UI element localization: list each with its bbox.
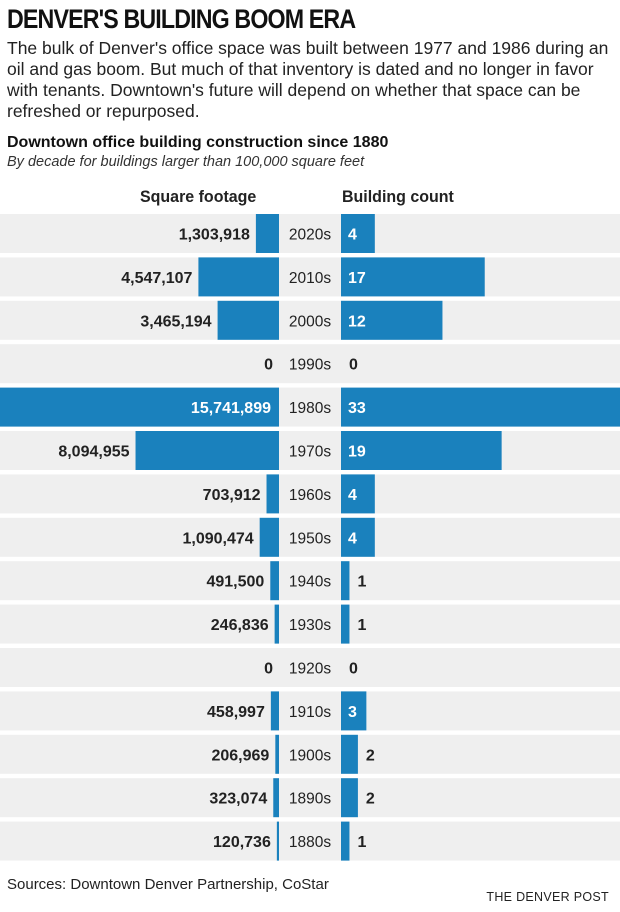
- decade-label: 1920s: [289, 661, 331, 678]
- sqft-bar: [135, 431, 279, 470]
- count-label: 3: [348, 704, 357, 721]
- decade-label: 2020s: [289, 227, 331, 244]
- decade-label: 1880s: [289, 834, 331, 851]
- decade-label: 1930s: [289, 617, 331, 634]
- square-footage-header: Square footage: [140, 187, 257, 206]
- row-band: [0, 431, 620, 470]
- count-label: 2: [366, 747, 375, 764]
- sqft-bar: [266, 474, 279, 514]
- count-bar: [341, 604, 350, 644]
- count-label: 19: [348, 444, 366, 461]
- decade-label: 1970s: [289, 444, 331, 461]
- row-band: [0, 257, 620, 297]
- count-bar: [341, 778, 358, 818]
- count-label: 1: [357, 574, 366, 591]
- publisher-credit: THE DENVER POST: [486, 890, 609, 904]
- sqft-label: 15,741,899: [191, 400, 271, 417]
- row-band: [0, 214, 620, 253]
- sqft-bar: [273, 778, 279, 818]
- sqft-label: 0: [264, 661, 273, 678]
- sqft-label: 491,500: [206, 574, 264, 591]
- sqft-label: 3,465,194: [140, 313, 211, 330]
- sqft-bar: [217, 300, 279, 340]
- decade-label: 1940s: [289, 574, 331, 591]
- sqft-bar: [0, 387, 279, 427]
- sqft-bar: [275, 734, 279, 774]
- count-bar: [341, 257, 485, 297]
- sqft-label: 458,997: [207, 704, 265, 721]
- row-band: [0, 604, 620, 644]
- count-label: 0: [349, 357, 358, 374]
- building-count-header: Building count: [342, 187, 454, 206]
- decade-label: 1900s: [289, 747, 331, 764]
- count-bar: [341, 517, 375, 557]
- sqft-bar: [276, 821, 279, 861]
- count-bar: [341, 214, 375, 253]
- sqft-label: 0: [264, 357, 273, 374]
- decade-label: 1980s: [289, 400, 331, 417]
- intro-text: The bulk of Denver's office space was bu…: [7, 38, 609, 121]
- sqft-label: 246,836: [211, 617, 269, 634]
- count-label: 33: [348, 400, 366, 417]
- count-bar: [341, 431, 502, 470]
- row-band: [0, 778, 620, 818]
- count-label: 4: [348, 530, 357, 547]
- sqft-label: 8,094,955: [58, 444, 129, 461]
- count-bar: [341, 387, 620, 427]
- sqft-bar: [274, 604, 279, 644]
- sqft-bar: [255, 214, 279, 253]
- sqft-label: 1,303,918: [179, 227, 250, 244]
- count-bar: [341, 734, 358, 774]
- count-bar: [341, 561, 350, 601]
- row-band: [0, 344, 620, 384]
- row-band: [0, 648, 620, 687]
- decade-label: 1950s: [289, 530, 331, 547]
- count-label: 4: [348, 487, 357, 504]
- decade-label: 1890s: [289, 791, 331, 808]
- count-label: 0: [349, 661, 358, 678]
- sqft-label: 120,736: [213, 834, 271, 851]
- count-bar: [341, 300, 443, 340]
- row-band: [0, 561, 620, 601]
- decade-label: 1910s: [289, 704, 331, 721]
- decade-label: 2000s: [289, 313, 331, 330]
- sqft-bar: [270, 561, 279, 601]
- headline: DENVER'S BUILDING BOOM ERA: [7, 4, 356, 34]
- sqft-label: 4,547,107: [121, 270, 192, 287]
- row-band: [0, 517, 620, 557]
- row-band: [0, 734, 620, 774]
- count-label: 17: [348, 270, 366, 287]
- decade-label: 1990s: [289, 357, 331, 374]
- sqft-label: 1,090,474: [182, 530, 253, 547]
- sqft-bar: [259, 517, 279, 557]
- sqft-label: 323,074: [209, 791, 267, 808]
- source-note: Sources: Downtown Denver Partnership, Co…: [7, 876, 329, 893]
- decade-label: 1960s: [289, 487, 331, 504]
- count-label: 4: [348, 227, 357, 244]
- row-band: [0, 691, 620, 731]
- chart-title: Downtown office building construction si…: [7, 134, 389, 151]
- row-band: [0, 821, 620, 861]
- count-label: 2: [366, 791, 375, 808]
- sqft-bar: [198, 257, 279, 297]
- count-bar: [341, 821, 350, 861]
- sqft-bar: [270, 691, 279, 731]
- count-bar: [341, 691, 367, 731]
- chart-subtitle: By decade for buildings larger than 100,…: [7, 154, 365, 170]
- row-band: [0, 474, 620, 514]
- row-band: [0, 300, 620, 340]
- count-label: 1: [357, 834, 366, 851]
- count-label: 12: [348, 313, 366, 330]
- decade-label: 2010s: [289, 270, 331, 287]
- sqft-label: 703,912: [203, 487, 261, 504]
- count-bar: [341, 474, 375, 514]
- count-label: 1: [357, 617, 366, 634]
- sqft-label: 206,969: [211, 747, 269, 764]
